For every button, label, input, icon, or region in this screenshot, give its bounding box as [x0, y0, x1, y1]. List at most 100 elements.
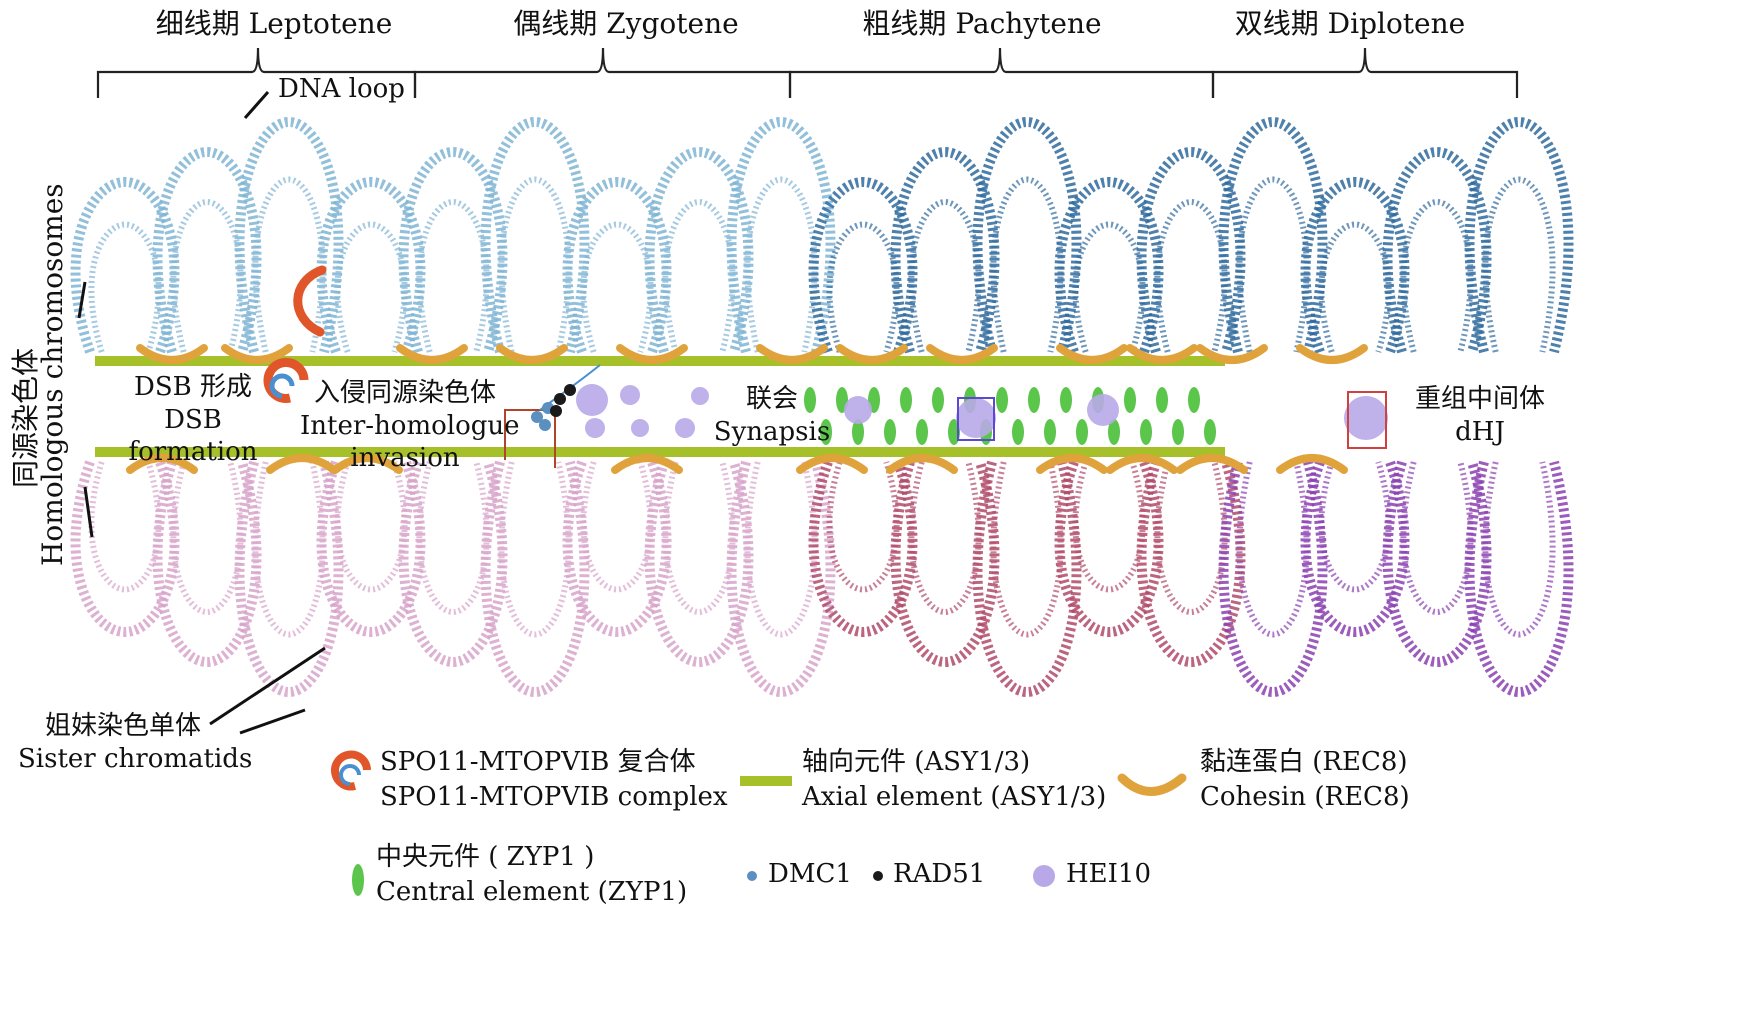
legend-central-zh: 中央元件 ( ZYP1 ) [376, 842, 595, 872]
dsb-label-en-1: DSB [164, 404, 222, 435]
chromatid-loop [562, 176, 672, 354]
synapsis-label-en: Synapsis [713, 416, 831, 447]
chromatid-loop [1218, 116, 1328, 354]
chromatid-loop [744, 461, 818, 638]
legend-central-element: 中央元件 ( ZYP1 ) Central element (ZYP1) [376, 840, 687, 910]
invasion-label-en-1: Inter-homologue [300, 410, 520, 441]
chromatid-loop [1400, 461, 1474, 616]
chromatid-loop [480, 460, 590, 698]
zyp1-element [996, 387, 1008, 413]
chromatid-loop [234, 116, 344, 354]
rad51-legend-icon [873, 871, 883, 881]
stage-title-leptotene: 细线期 Leptotene [155, 7, 393, 40]
zyp1-element [884, 419, 896, 445]
legend-rad51: RAD51 [893, 859, 986, 889]
cohesin [1056, 344, 1128, 364]
dsb-label-en-2: formation [128, 437, 258, 467]
cohesin [886, 454, 958, 474]
zyp1-element [1060, 387, 1072, 413]
chromatid-loop [1482, 176, 1556, 353]
cohesin [1176, 454, 1248, 474]
stage-brace [1211, 47, 1519, 98]
chromatid-loop [170, 461, 244, 616]
dmc1-dot [539, 419, 551, 431]
legend-axial-zh: 轴向元件 (ASY1/3) [802, 747, 1031, 777]
cohesin [396, 344, 468, 364]
chromatid-loop [234, 460, 344, 698]
cohesin-legend-icon [1117, 773, 1187, 796]
cohesin [221, 344, 293, 364]
hei10-legend-icon [1033, 865, 1055, 887]
dsb-label-zh: DSB 形成 [133, 372, 253, 402]
chromatid-loop [562, 460, 672, 638]
chromatid-loop [1300, 176, 1410, 354]
hei10-group [576, 384, 1388, 440]
chromatid-loop [808, 460, 918, 638]
rad51-dot [564, 384, 576, 396]
chromatid-loop [826, 461, 900, 593]
legend-symbols [331, 750, 1187, 896]
zyp1-element [1188, 387, 1200, 413]
central-element-group [804, 387, 1216, 445]
chromatid-loop [726, 460, 836, 698]
invasion-label-en-2: invasion [350, 443, 460, 473]
sc-central-space-right [1225, 383, 1555, 453]
zyp1-element [1076, 419, 1088, 445]
sister-label-en: Sister chromatids [18, 743, 253, 774]
chromatid-loop [908, 461, 982, 616]
chromatid-loop [252, 176, 326, 353]
cohesin [756, 344, 828, 364]
chromatid-loop [1318, 221, 1392, 353]
chromatid-loop [498, 176, 572, 353]
synapsis-label-zh: 联会 [745, 384, 798, 414]
chromatid-loop [1400, 198, 1474, 353]
invasion-label: 入侵同源染色体 Inter-homologue invasion [300, 377, 520, 475]
chromatid-loop [1054, 460, 1164, 638]
cohesin [266, 454, 338, 474]
hei10-focus [576, 384, 608, 416]
zyp1-element [932, 387, 944, 413]
chromatid-loop [170, 198, 244, 353]
dsb-label: DSB 形成 DSB formation [118, 371, 268, 469]
dhj-label: 重组中间体 dHJ [1400, 383, 1560, 448]
zyp1-element [1108, 419, 1120, 445]
chromatid-loop [972, 116, 1082, 354]
axial-element-legend-icon [740, 776, 792, 786]
sister-chromatids-label: 姐妹染色单体 Sister chromatids [18, 710, 253, 775]
hei10-focus [691, 387, 709, 405]
chromatid-loop [1318, 461, 1392, 593]
chromatid-loop [662, 198, 736, 353]
cohesin [1106, 454, 1178, 474]
chromatid-loop [580, 221, 654, 353]
chromatid-loop [908, 198, 982, 353]
hei10-focus [620, 385, 640, 405]
chromatid-loop [1072, 221, 1146, 353]
cohesin [331, 454, 403, 474]
legend-axial: 轴向元件 (ASY1/3) Axial element (ASY1/3) [802, 745, 1106, 815]
chromatid-loop [416, 461, 490, 616]
dhj-label-zh: 重组中间体 [1414, 384, 1545, 414]
chromatid-loop [334, 221, 408, 353]
hei10-focus [1087, 394, 1119, 426]
dhj-marks [957, 391, 1387, 449]
chromatid-loop [88, 461, 162, 593]
chromatid-loop [334, 461, 408, 593]
cohesin-group [126, 344, 1368, 474]
chromatid-loop [1464, 460, 1574, 698]
zyp1-element [1172, 419, 1184, 445]
hei10-focus [675, 418, 695, 438]
zyp1-element [1012, 419, 1024, 445]
dhj-label-en: dHJ [1455, 416, 1505, 447]
chromatid-loop [808, 176, 918, 354]
legend-cohesin-en: Cohesin (REC8) [1200, 782, 1410, 813]
legend-hei10: HEI10 [1066, 859, 1152, 889]
chromatid-loop [1072, 461, 1146, 593]
chromatid-loop [1482, 461, 1556, 638]
sister-label-zh: 姐妹染色单体 [44, 711, 201, 741]
legend-spo11-en: SPO11-MTOPVIB complex [380, 782, 728, 813]
chromatid-loop [1236, 176, 1310, 353]
rad51-dot [554, 393, 566, 405]
chromatid-loop [826, 221, 900, 353]
zyp1-element [1156, 387, 1168, 413]
stage-brace [788, 47, 1215, 98]
